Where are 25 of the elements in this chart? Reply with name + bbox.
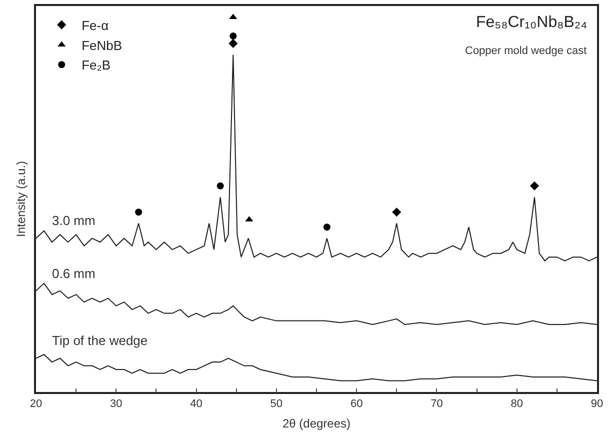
legend-label: FeNbB [82, 38, 122, 53]
point [323, 224, 330, 231]
x-tick-label: 60 [350, 398, 363, 410]
chart-title: Fe₅₈Cr₁₀Nb₈B₂₄ [476, 14, 588, 31]
point [228, 38, 238, 48]
x-tick-label: 20 [30, 398, 42, 410]
x-tick-label: 30 [110, 398, 122, 410]
point [230, 32, 237, 40]
series-label: 3.0 mm [52, 213, 96, 228]
point [216, 182, 224, 190]
x-tick-label: 90 [590, 398, 604, 410]
series-label: Tip of the wedge [52, 333, 148, 348]
x-tick-label: 50 [270, 398, 283, 410]
text: Copper mold wedge cast [465, 45, 587, 57]
series-label: 0.6 mm [52, 266, 96, 281]
x-axis-title: 2θ (degrees) [282, 416, 351, 430]
x-tick-label: 70 [430, 398, 443, 410]
y-axis-title: Intensity (a.u.) [14, 160, 28, 238]
point [135, 208, 142, 216]
legend-label: Fe₂B [82, 58, 110, 73]
x-tick-label: 40 [190, 398, 202, 410]
legend-label: Fe-α [82, 18, 110, 33]
x-tick-label: 80 [510, 398, 523, 410]
point [392, 208, 402, 217]
point [530, 181, 540, 190]
